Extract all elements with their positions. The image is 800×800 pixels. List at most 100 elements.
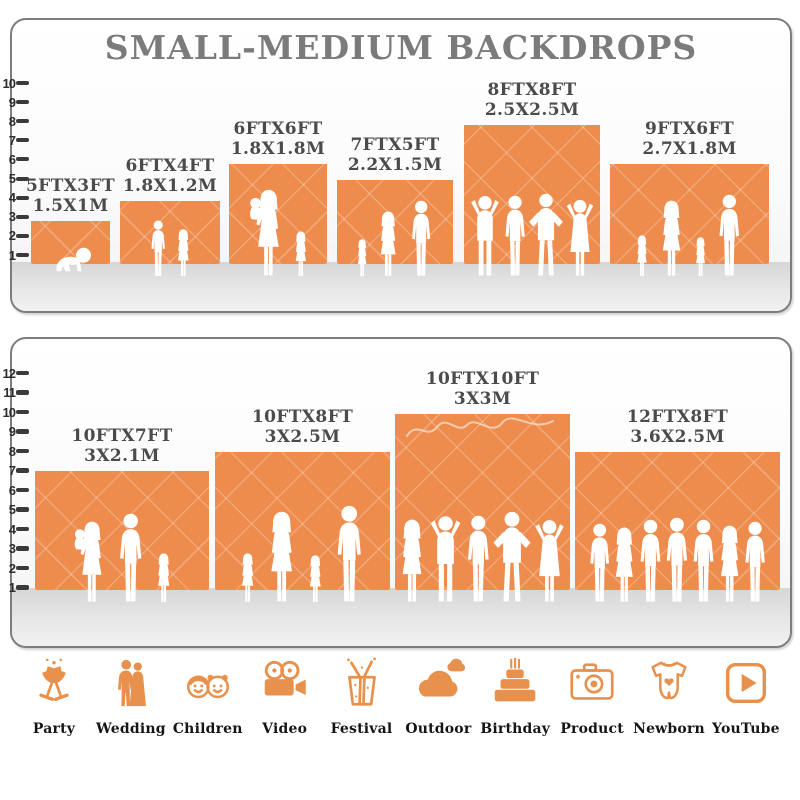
size-feet: 8FTX8FT [487,79,577,100]
category-item-party: Party [16,652,92,737]
backdrop-size-label: 10FTX7FT 3X2.1M [71,426,172,466]
ruler-mark-bottom-10: 10 [0,405,29,420]
silhouette-girl [173,229,194,277]
ruler-tick [16,233,29,238]
festival-icon [335,656,389,710]
ruler-number: 2 [8,228,16,244]
people-silhouettes [120,220,220,277]
backdrop-canvas [229,164,327,264]
floor-band [12,262,790,311]
silhouette-girl [692,237,709,277]
size-feet: 12FTX8FT [626,406,729,427]
ruler-mark-top-3: 3 [0,209,29,225]
backdrop-size-label: 8FTX8FT 2.5X2.5M [485,80,579,120]
ruler-mark-bottom-4: 4 [0,522,29,537]
size-feet: 6FTX4FT [125,155,215,176]
backdrop-canvas [464,125,600,264]
ruler-number: 9 [8,94,16,110]
backdrop-7ftx5ft: 7FTX5FT 2.2X1.5M [337,135,453,264]
children-icon [181,656,235,710]
category-label: Product [560,721,624,737]
ruler-mark-bottom-8: 8 [0,443,29,459]
ruler-number: 9 [8,424,16,439]
backdrop-6ftx6ft: 6FTX6FT 1.8X1.8M [229,119,327,264]
backdrop-size-label: 10FTX8FT 3X2.5M [252,407,353,447]
backdrop-canvas [337,180,453,264]
size-meters: 3X2.1M [84,445,160,466]
panel-medium-large: 10FTX7FT 3X2.1M 10FTX8FT 3X2.5M 10FTX10F… [10,337,792,648]
party-icon [27,656,81,710]
silhouette-baby-crawl [48,246,92,273]
size-feet: 6FTX6FT [233,118,323,139]
category-label: Outdoor [405,721,472,737]
ruler-tick [16,157,29,162]
newborn-icon [642,656,696,710]
ruler-number: 11 [3,385,16,400]
backdrop-9ftx6ft: 9FTX6FT 2.7X1.8M [610,119,769,264]
backdrop-size-label: 10FTX10FT 3X3M [426,369,540,409]
people-silhouettes [31,246,110,273]
category-label: Video [262,721,308,737]
people-silhouettes [215,505,390,603]
silhouette-man [330,505,369,603]
wedding-icon [104,656,158,710]
silhouette-woman-armsup [528,517,571,603]
youtube-icon [719,656,773,710]
backdrop-canvas [610,164,769,264]
ruler-tick [16,507,29,512]
backdrop-12ftx8ft: 12FTX8FT 3.6X2.5M [575,407,780,590]
category-label: Festival [330,721,393,737]
ruler-mark-top-8: 8 [0,113,29,129]
silhouette-girl [354,239,370,277]
silhouette-boy [147,220,169,277]
backdrop-5ftx3ft: 5FTX3FT 1.5X1M [26,176,115,264]
size-meters: 3.6X2.5M [630,426,725,447]
ruler-tick [16,546,29,551]
category-item-product: Product [554,652,630,737]
ruler-number: 8 [8,443,16,459]
backdrop-size-label: 9FTX6FT 2.7X1.8M [642,119,736,159]
silhouette-girl [305,555,326,603]
ruler-number: 6 [8,151,16,167]
ruler-tick [16,565,29,571]
ruler-mark-bottom-7: 7 [0,463,29,478]
silhouette-woman [262,511,301,603]
ruler-mark-top-6: 6 [0,151,29,167]
category-item-festival: Festival [324,652,400,737]
people-silhouettes [229,189,327,277]
size-feet: 10FTX7FT [71,425,173,446]
category-label: Birthday [480,721,551,737]
outdoor-icon [411,656,465,710]
size-feet: 7FTX5FT [350,134,440,155]
ruler-mark-bottom-5: 5 [0,502,29,517]
silhouette-girl [237,553,258,603]
size-feet: 10FTX10FT [425,368,540,389]
category-item-wedding: Wedding [93,652,169,737]
ruler-mark-top-1: 1 [0,248,29,263]
category-item-outdoor: Outdoor [400,652,476,737]
size-meters: 2.5X2.5M [484,99,580,120]
backdrop-10ftx8ft: 10FTX8FT 3X2.5M [215,407,390,590]
category-item-video: Video [247,652,323,737]
ruler-tick [16,429,29,434]
category-label: Wedding [95,721,166,737]
backdrop-canvas [31,221,110,264]
ruler-tick [16,370,29,376]
backdrop-canvas [395,414,570,590]
ruler-mark-top-2: 2 [0,228,29,244]
silhouette-woman-baby [70,521,110,603]
size-feet: 5FTX3FT [25,175,116,196]
ruler-tick [16,390,29,395]
ruler-number: 8 [8,113,16,129]
size-meters: 2.2X1.5M [347,154,443,175]
ruler-mark-bottom-11: 11 [0,385,29,400]
ruler-number: 1 [8,580,16,595]
silhouette-woman-armsup [560,197,600,277]
ruler-tick [16,585,29,590]
ruler-mark-top-9: 9 [0,94,29,110]
size-meters: 2.7X1.8M [642,138,737,159]
category-label: Party [32,721,76,737]
backdrop-canvas [575,452,780,590]
ruler-number: 3 [8,209,16,225]
category-label: YouTube [712,721,780,737]
